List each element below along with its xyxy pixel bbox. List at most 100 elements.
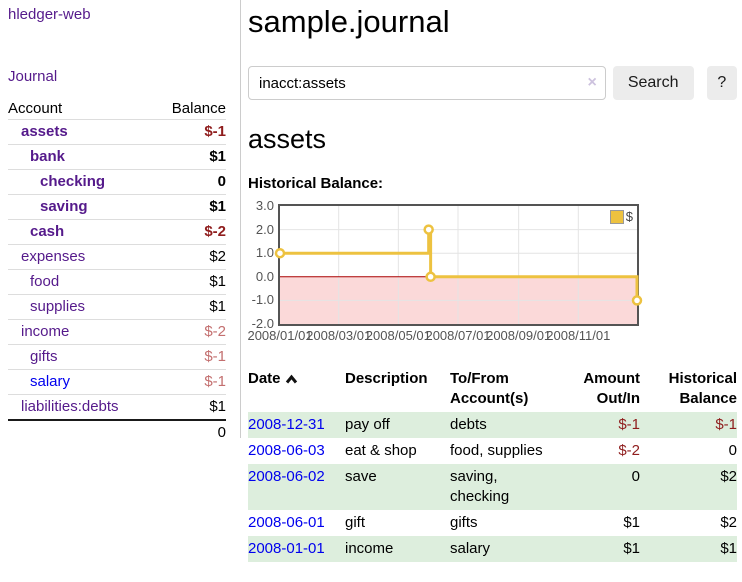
transaction-date-link[interactable]: 2008-06-02 [248,468,325,485]
account-balance: $-1 [204,123,226,140]
account-link-supplies[interactable]: supplies [30,298,86,315]
account-row: food $1 [8,269,226,295]
x-axis-tick-label: 2008/11/01 [546,328,611,343]
transaction-description: gift [345,514,366,531]
account-link-food[interactable]: food [30,273,60,290]
account-link-checking[interactable]: checking [40,173,106,190]
transaction-date-link[interactable]: 2008-01-01 [248,540,325,557]
account-link-cash[interactable]: cash [30,223,65,240]
account-balance: $2 [209,248,226,265]
account-link-bank[interactable]: bank [30,148,66,165]
account-balance: 0 [217,173,226,190]
account-row: checking 0 [8,169,226,195]
account-row: saving $1 [8,194,226,220]
account-heading: assets [248,124,327,154]
column-header-date[interactable]: Date [248,366,345,412]
account-row: bank $1 [8,144,226,170]
transaction-description: save [345,468,377,485]
chart-title: Historical Balance: [248,175,384,192]
column-header-balance[interactable]: Historical Balance [668,370,737,407]
page-title: sample.journal [248,4,450,39]
register-row[interactable]: 2008-06-02 save saving, checking 0 $2 [248,464,737,510]
column-header-description[interactable]: Description [345,370,428,387]
register-row[interactable]: 2008-06-01 gift gifts $1 $2 [248,510,737,536]
column-header-accounts[interactable]: To/From Account(s) [450,370,529,407]
main-content: sample.journal × Search ? assets Histori… [247,0,737,562]
y-axis-tick-label: 0.0 [255,268,274,284]
transaction-balance: $2 [720,468,737,485]
x-axis-tick-label: 2008/03/01 [306,328,372,343]
account-link-assets[interactable]: assets [21,123,68,140]
account-balance: $1 [209,298,226,315]
transaction-balance: $2 [720,514,737,531]
account-balance: $1 [209,398,226,415]
transaction-accounts: food, supplies [450,442,543,459]
account-row: salary $-1 [8,369,226,395]
y-axis-tick-label: -2.0 [251,316,274,331]
transaction-accounts: saving, checking [450,468,510,505]
account-row: expenses $2 [8,244,226,270]
column-header-amount[interactable]: Amount Out/In [583,370,640,407]
search-input[interactable] [248,66,606,100]
account-row: gifts $-1 [8,344,226,370]
x-axis-tick-label: 2008/09/01 [486,328,552,343]
account-column-header: Account [8,100,63,117]
account-balance: $-1 [204,373,226,390]
transaction-description: eat & shop [345,442,417,459]
accounts-table-header: Account Balance [8,98,226,120]
account-link-expenses[interactable]: expenses [21,248,86,265]
register-header-row: Date Description To/From Account(s) Amou… [248,366,737,412]
register-row[interactable]: 2008-01-01 income salary $1 $1 [248,536,737,562]
sidebar-item-journal[interactable]: Journal [8,68,58,85]
transaction-amount: $1 [623,514,640,531]
accounts-total: 0 [217,424,226,441]
transaction-description: pay off [345,416,390,433]
account-link-liabilities-debts[interactable]: liabilities:debts [21,398,119,415]
chart-plot-area[interactable]: $ [274,204,643,326]
transaction-amount: $1 [623,540,640,557]
account-row: income $-2 [8,319,226,345]
legend-swatch-icon [609,209,624,224]
sidebar: hledger-web Journal Account Balance asse… [0,0,241,441]
account-balance: $-1 [204,348,226,365]
legend-label: $ [625,209,633,224]
x-axis-tick-label: 2008/05/01 [365,328,431,343]
account-balance: $-2 [204,223,226,240]
register-row[interactable]: 2008-06-03 eat & shop food, supplies $-2… [248,438,737,464]
account-link-salary[interactable]: salary [30,373,71,390]
search-button[interactable]: Search [612,66,694,100]
historical-balance-chart: $ 3.0 2.0 1.0 0.0 -1.0 -2.0 2008/01/01 2008/03… [247,198,737,348]
transaction-balance: 0 [728,442,737,459]
transaction-date-link[interactable]: 2008-12-31 [248,416,325,433]
transaction-date-link[interactable]: 2008-06-01 [248,514,325,531]
account-balance: $1 [209,198,226,215]
transaction-date-link[interactable]: 2008-06-03 [248,442,325,459]
transaction-accounts: gifts [450,514,478,531]
account-row: liabilities:debts $1 [8,394,226,421]
search-form: × Search ? [248,66,737,100]
transaction-amount: $-1 [618,416,640,433]
brand-link[interactable]: hledger-web [8,6,91,23]
transaction-balance: $1 [720,540,737,557]
accounts-table: Account Balance assets $-1 bank $1 check… [8,98,226,445]
chart-legend: $ [609,209,633,224]
account-balance: $1 [209,273,226,290]
y-axis-tick-label: 3.0 [255,198,274,213]
account-link-saving[interactable]: saving [40,198,88,215]
register-row[interactable]: 2008-12-31 pay off debts $-1 $-1 [248,412,737,438]
y-axis-tick-label: 2.0 [255,221,274,237]
transaction-accounts: salary [450,540,491,557]
account-balance: $-2 [204,323,226,340]
clear-search-icon[interactable]: × [587,74,597,91]
transaction-balance: $-1 [715,416,737,433]
transaction-amount: $-2 [618,442,640,459]
help-button[interactable]: ? [706,66,737,100]
y-axis-tick-label: -1.0 [251,292,274,308]
register-table: Date Description To/From Account(s) Amou… [248,366,737,562]
account-link-income[interactable]: income [21,323,70,340]
transaction-accounts: debts [450,416,487,433]
sort-asc-icon [285,370,298,390]
account-row: assets $-1 [8,119,226,145]
account-link-gifts[interactable]: gifts [30,348,58,365]
